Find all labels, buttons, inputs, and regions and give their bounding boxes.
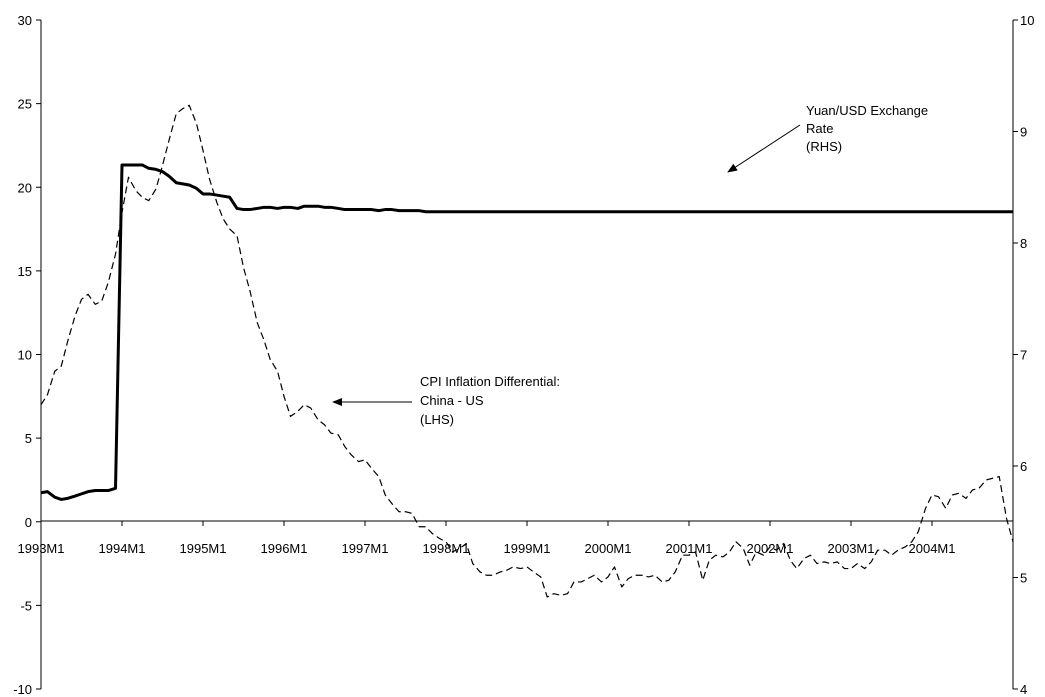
x-tick-label: 1998M1 xyxy=(423,541,470,556)
left-y-axis: -10 -5 0 5 10 15 20 25 30 xyxy=(13,13,42,697)
right-tick-label: 9 xyxy=(1020,125,1027,140)
annotation-cpi-differential: CPI Inflation Differential: China - US (… xyxy=(332,374,560,427)
right-tick-label: 4 xyxy=(1020,682,1027,697)
series-cpi-differential-line xyxy=(40,104,1014,598)
left-tick-label: 5 xyxy=(25,431,32,446)
annotation-exchange-rate: Yuan/USD Exchange Rate (RHS) xyxy=(727,103,928,173)
x-tick-label: 2003M1 xyxy=(828,541,875,556)
x-tick-label: 1995M1 xyxy=(180,541,227,556)
right-tick-label: 5 xyxy=(1020,571,1027,586)
annotation-cpi-line-2: China - US xyxy=(420,393,484,408)
x-tick-label: 2001M1 xyxy=(666,541,713,556)
left-tick-label: 0 xyxy=(25,515,32,530)
x-tick-label: 1997M1 xyxy=(342,541,389,556)
left-tick-label: 30 xyxy=(18,13,32,28)
series-exchange-rate-line xyxy=(40,163,1013,501)
left-tick-label: 20 xyxy=(18,180,32,195)
x-tick-label: 1996M1 xyxy=(261,541,308,556)
series-group xyxy=(40,104,1014,598)
x-tick-label: 1993M1 xyxy=(18,541,65,556)
left-tick-label: 15 xyxy=(18,264,32,279)
x-tick-label: 2000M1 xyxy=(585,541,632,556)
annotation-exchange-rate-arrow xyxy=(727,124,801,173)
annotation-exchange-rate-line-2: Rate xyxy=(806,121,833,136)
x-tick-label: 1999M1 xyxy=(504,541,551,556)
annotation-exchange-rate-line-1: Yuan/USD Exchange xyxy=(806,103,928,118)
right-tick-label: 8 xyxy=(1020,236,1027,251)
right-tick-label: 6 xyxy=(1020,459,1027,474)
x-tick-label: 2004M1 xyxy=(909,541,956,556)
annotation-cpi-line-3: (LHS) xyxy=(420,412,454,427)
x-tick-label: 1994M1 xyxy=(99,541,146,556)
left-tick-label: -5 xyxy=(20,598,32,613)
left-tick-label: 10 xyxy=(18,348,32,363)
annotation-cpi-line-1: CPI Inflation Differential: xyxy=(420,374,560,389)
x-axis: 1993M1 1994M1 1995M1 1996M1 1997M1 1998M1 1999… xyxy=(18,520,1013,556)
right-tick-label: 7 xyxy=(1020,348,1027,363)
x-tick-label: 2002M1 xyxy=(747,541,794,556)
annotation-exchange-rate-line-3: (RHS) xyxy=(806,139,842,154)
left-tick-label: -10 xyxy=(13,682,32,697)
right-y-axis: 4 5 6 7 8 9 10 xyxy=(1012,13,1034,697)
right-tick-label: 10 xyxy=(1020,13,1034,28)
left-tick-label: 25 xyxy=(18,97,32,112)
